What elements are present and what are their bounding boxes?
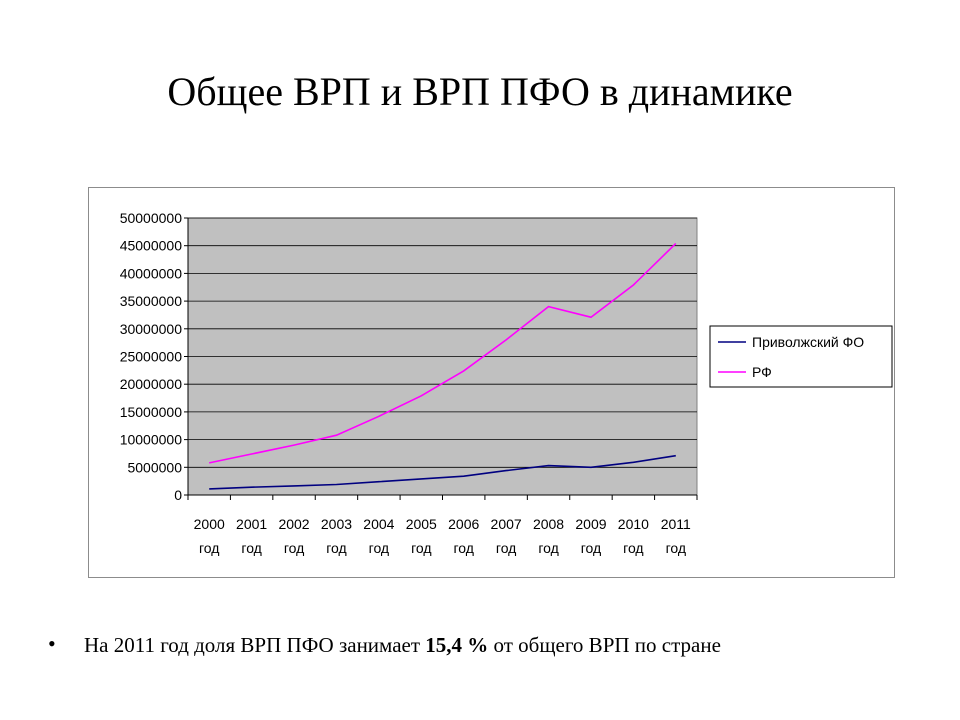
y-tick-label: 40000000 bbox=[120, 265, 183, 281]
x-tick-label-year: 2010 bbox=[618, 516, 649, 532]
legend-label: Приволжский ФО bbox=[752, 334, 864, 350]
y-tick-label: 25000000 bbox=[120, 349, 183, 365]
x-tick-label-year: 2005 bbox=[406, 516, 437, 532]
x-tick-label-year: 2001 bbox=[236, 516, 267, 532]
bullet-text: На 2011 год доля ВРП ПФО занимает 15,4 %… bbox=[84, 633, 721, 658]
y-tick-label: 15000000 bbox=[120, 404, 183, 420]
x-tick-label-unit: год bbox=[284, 540, 304, 556]
x-tick-label-unit: год bbox=[241, 540, 261, 556]
series-line-1 bbox=[209, 242, 677, 464]
y-tick-label: 50000000 bbox=[120, 210, 183, 226]
bullet-suffix: от общего ВРП по стране bbox=[488, 633, 721, 657]
bullet-highlight: 15,4 % bbox=[425, 633, 489, 657]
y-tick-label: 20000000 bbox=[120, 376, 183, 392]
x-tick-label-unit: год bbox=[581, 540, 601, 556]
x-tick-label-year: 2009 bbox=[575, 516, 606, 532]
x-tick-label-year: 2006 bbox=[448, 516, 479, 532]
x-tick-label-unit: год bbox=[326, 540, 346, 556]
x-tick-label-unit: год bbox=[453, 540, 473, 556]
bullet-icon: • bbox=[48, 631, 56, 656]
x-tick-label-unit: год bbox=[411, 540, 431, 556]
x-tick-label-unit: год bbox=[666, 540, 686, 556]
x-tick-label-year: 2007 bbox=[491, 516, 522, 532]
x-tick-label-year: 2008 bbox=[533, 516, 564, 532]
x-tick-label-unit: год bbox=[369, 540, 389, 556]
series-line-0 bbox=[209, 454, 676, 490]
x-tick-label-unit: год bbox=[538, 540, 558, 556]
slide-title: Общее ВРП и ВРП ПФО в динамике bbox=[167, 69, 793, 114]
x-tick-label-year: 2000 bbox=[194, 516, 225, 532]
bullet-prefix: На 2011 год доля ВРП ПФО занимает bbox=[84, 633, 426, 657]
x-tick-label-year: 2004 bbox=[363, 516, 394, 532]
line-chart: 0 5000000 10000000 15000000 20000000 25000000… bbox=[120, 210, 893, 556]
y-tick-label: 30000000 bbox=[120, 321, 183, 337]
y-tick-label: 35000000 bbox=[120, 293, 183, 309]
legend-label: РФ bbox=[752, 364, 772, 380]
y-tick-label: 5000000 bbox=[127, 459, 182, 475]
x-tick-label-unit: год bbox=[199, 540, 219, 556]
x-tick-label-year: 2003 bbox=[321, 516, 352, 532]
x-tick-label-unit: год bbox=[623, 540, 643, 556]
x-tick-label-unit: год bbox=[496, 540, 516, 556]
x-tick-label-year: 2002 bbox=[278, 516, 309, 532]
chart-frame: 0 5000000 10000000 15000000 20000000 25000000… bbox=[88, 187, 895, 578]
legend-box bbox=[709, 325, 893, 388]
x-tick-label-year: 2011 bbox=[661, 516, 691, 532]
y-tick-label: 0 bbox=[174, 487, 182, 503]
y-tick-label: 45000000 bbox=[120, 238, 183, 254]
y-tick-label: 10000000 bbox=[120, 432, 183, 448]
